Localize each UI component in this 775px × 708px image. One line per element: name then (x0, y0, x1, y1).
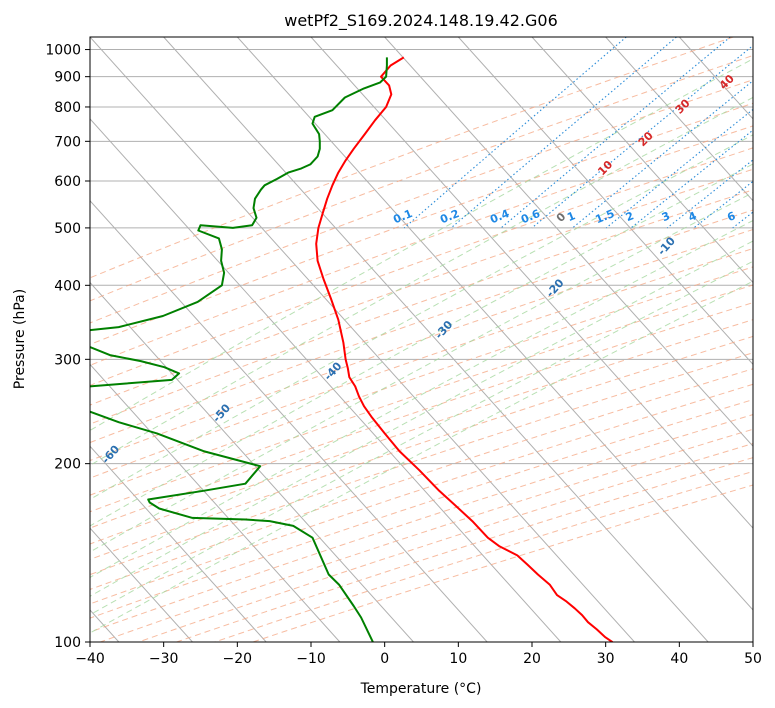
x-tick-label: −40 (75, 651, 105, 667)
isotherm-line (90, 363, 341, 642)
mixing-ratio-line (605, 108, 753, 229)
mixing-ratio-line (403, 37, 627, 229)
dry-adiabat-line (90, 102, 753, 346)
series-layer (90, 56, 614, 642)
mixing-ratio-line (500, 37, 731, 229)
isotherm-line (605, 37, 753, 202)
mixing-ratio-label: 2 (624, 209, 636, 224)
moist-adiabat-line (90, 191, 753, 553)
isotherm-line (90, 37, 635, 642)
chart-title: wetPf2_S169.2024.148.19.42.G06 (284, 11, 558, 31)
y-tick-label: 400 (54, 278, 81, 294)
moist-adiabat-line (90, 58, 753, 432)
y-tick-label: 700 (54, 134, 81, 150)
moist-adiabat-line (90, 163, 753, 527)
isotherm-line (90, 118, 562, 642)
x-tick-label: 50 (744, 651, 762, 667)
x-tick-label: −30 (149, 651, 179, 667)
y-axis-ticks: 100 200 300 400 500 600 700 800 900 1000 (45, 43, 90, 651)
moist-adiabat-line (90, 134, 753, 500)
y-tick-label: 500 (54, 221, 81, 237)
dry-adiabat-line (90, 414, 753, 633)
dry-adiabat-line (214, 470, 753, 642)
moist-adiabat-line (90, 280, 753, 634)
x-axis-label: Temperature (°C) (360, 681, 482, 697)
mixing-ratio-line (450, 37, 677, 229)
y-tick-label: 600 (54, 174, 81, 190)
moist-adiabat-line (90, 240, 753, 597)
y-tick-label: 300 (54, 352, 81, 368)
dry-adiabat-line (90, 125, 753, 366)
y-axis-label: Pressure (hPa) (12, 289, 28, 389)
y-tick-label: 100 (54, 635, 81, 651)
isotherm-line (531, 37, 753, 284)
dewpoint-profile-line (90, 57, 388, 642)
isotherm-line (90, 527, 193, 642)
mixing-ratio-line (572, 80, 753, 229)
dry-adiabat-line (90, 302, 753, 529)
y-tick-label: 200 (54, 457, 81, 473)
isotherm-line (90, 445, 267, 642)
dry-adiabat-line (90, 335, 753, 560)
x-tick-label: 10 (449, 651, 467, 667)
x-tick-label: 20 (523, 651, 541, 667)
y-tick-label: 800 (54, 100, 81, 116)
dry-adiabat-line (90, 319, 753, 545)
y-tick-label: 900 (54, 70, 81, 86)
moist-adiabat-line (90, 96, 753, 466)
dry-adiabat-line (100, 428, 753, 642)
x-tick-label: 0 (380, 651, 389, 667)
isotherm-line (236, 37, 753, 611)
dry-adiabat-line (90, 399, 753, 619)
x-tick-label: 40 (670, 651, 688, 667)
plot-frame (89, 36, 754, 643)
x-tick-label: −10 (296, 651, 326, 667)
x-tick-label: −20 (223, 651, 253, 667)
y-tick-label: 1000 (45, 43, 81, 59)
isotherm-line (90, 281, 414, 642)
dry-adiabat-line (90, 37, 734, 279)
dry-adiabat-line (90, 79, 753, 324)
isotherm-line (310, 37, 753, 529)
dry-adiabat-line (176, 457, 753, 642)
dry-adiabat-line (138, 442, 753, 642)
mixing-ratio-label: 3 (660, 209, 672, 224)
mixing-ratio-label: 1 (565, 209, 577, 224)
temperature-profile-line (315, 56, 614, 642)
isotherm-line (163, 37, 709, 642)
isotherm-line (457, 37, 753, 366)
x-tick-label: 30 (597, 651, 615, 667)
isotherm-line (384, 37, 753, 448)
background-lines (90, 37, 753, 642)
x-axis-ticks: −40 −30 −20 −10 0 10 20 30 40 50 (75, 642, 762, 667)
